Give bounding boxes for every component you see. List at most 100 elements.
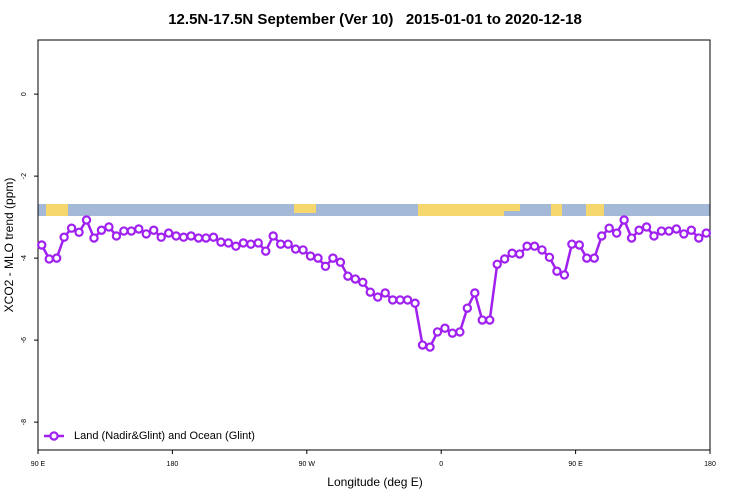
x-tick-label: 0: [439, 461, 443, 468]
data-point: [283, 239, 293, 249]
x-tick-label: 180: [167, 461, 179, 468]
data-point: [380, 288, 390, 298]
data-point: [559, 270, 570, 280]
land-strip: [46, 204, 68, 216]
data-point: [275, 239, 286, 249]
data-point: [679, 229, 689, 239]
data-point: [126, 226, 137, 236]
data-point: [290, 244, 301, 254]
data-point: [201, 233, 211, 243]
land-strip: [294, 204, 316, 213]
y-tick-label: 0: [21, 92, 28, 96]
y-tick-label: -4: [21, 255, 28, 261]
land-strip: [418, 204, 504, 216]
data-point: [597, 231, 607, 241]
ocean-strip: [38, 204, 710, 216]
data-point: [477, 315, 487, 325]
land-strip: [586, 204, 604, 216]
y-tick-label: -8: [21, 419, 28, 425]
data-point: [544, 252, 555, 262]
data-point: [261, 246, 271, 256]
data-point: [402, 295, 413, 305]
data-point: [537, 245, 547, 255]
data-point: [686, 225, 697, 235]
data-point: [119, 226, 129, 236]
data-point: [447, 328, 458, 338]
y-tick-label: -2: [21, 173, 28, 179]
data-point: [507, 248, 517, 258]
x-axis-label: Longitude (deg E): [327, 475, 422, 489]
data-point: [305, 251, 316, 261]
data-point: [701, 228, 711, 238]
data-point: [694, 233, 704, 243]
data-point: [156, 232, 166, 242]
data-point: [514, 249, 525, 259]
data-point: [193, 233, 204, 243]
x-tick-label: 90 W: [299, 461, 316, 468]
y-axis-label: XCO2 - MLO trend (ppm): [2, 178, 16, 313]
land-strip: [504, 204, 520, 211]
data-point: [96, 225, 107, 235]
land-ocean-strip: [38, 204, 710, 216]
data-point: [59, 232, 69, 242]
data-point: [440, 323, 450, 333]
plot-frame: [37, 39, 711, 451]
data-point: [178, 232, 189, 242]
data-point: [492, 259, 502, 269]
data-point: [410, 298, 420, 308]
data-point: [104, 222, 114, 232]
data-point: [626, 233, 637, 243]
data-point: [208, 232, 219, 242]
data-point: [44, 254, 54, 264]
chart-title: 12.5N-17.5N September (Ver 10) 2015-01-0…: [168, 11, 582, 28]
data-point: [387, 295, 398, 305]
data-point: [74, 227, 84, 237]
legend-marker: [49, 431, 59, 441]
data-point: [149, 225, 159, 235]
data-point: [432, 327, 443, 337]
data-point: [350, 274, 361, 284]
data-point: [81, 215, 92, 225]
data-point: [552, 266, 562, 276]
series-line: [40, 217, 707, 349]
data-point: [395, 295, 405, 305]
data-point: [365, 287, 375, 297]
data-point: [589, 253, 599, 263]
x-tick-label: 180: [704, 461, 716, 468]
data-point: [649, 231, 659, 241]
data-point: [634, 225, 644, 235]
data-point: [358, 277, 368, 288]
data-point: [499, 254, 510, 264]
data-point: [522, 241, 532, 251]
data-point: [89, 233, 99, 243]
data-point: [455, 327, 465, 337]
data-point: [298, 245, 308, 255]
data-point: [567, 239, 577, 249]
data-point: [111, 231, 122, 241]
data-point: [417, 340, 428, 350]
data-point: [253, 238, 263, 248]
data-point: [320, 261, 331, 272]
data-point: [574, 240, 585, 250]
data-point: [268, 231, 278, 241]
data-point: [51, 253, 62, 263]
data-point: [141, 229, 151, 239]
data-point: [619, 215, 629, 225]
data-point: [171, 231, 181, 241]
data-point: [163, 228, 174, 238]
data-point: [231, 241, 241, 251]
land-strip: [551, 204, 562, 216]
data-point: [223, 238, 234, 248]
data-point: [664, 226, 674, 236]
data-point: [246, 239, 256, 249]
data-point: [328, 253, 338, 263]
data-point: [611, 228, 622, 238]
data-point: [238, 238, 249, 248]
legend-label: Land (Nadir&Glint) and Ocean (Glint): [74, 430, 255, 442]
x-tick-label: 90 E: [568, 461, 583, 468]
data-point: [373, 292, 383, 302]
data-point: [656, 226, 667, 236]
data-point: [186, 231, 196, 241]
